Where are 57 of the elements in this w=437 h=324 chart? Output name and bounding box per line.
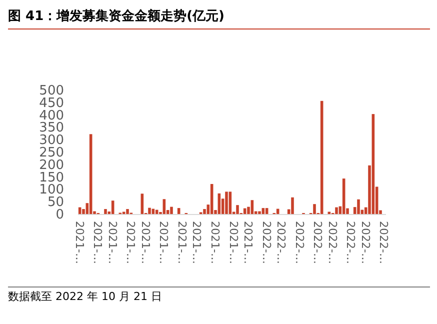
bar [250,200,254,214]
y-tick-label: 450 [39,96,64,111]
x-tick-label: 2021-… [124,221,138,264]
x-tick-label: 2021-… [91,221,104,264]
bar [313,204,316,214]
x-tick-label: 2022-… [292,221,306,264]
y-tick-label: 100 [39,182,64,198]
text: 数据截至 2022 年 10 月 21 日 [8,290,162,303]
bar [140,194,144,214]
bar [335,207,338,214]
x-tick-label: 2021-… [106,221,119,264]
x-tick-label: 2021-… [176,221,188,264]
bar [225,192,228,214]
bar [210,184,214,214]
x-tick-label: 2022-… [311,221,324,264]
bar [162,199,166,214]
bar [265,208,268,214]
bar [262,208,265,214]
y-tick-label: 350 [39,120,64,136]
bar [357,199,360,214]
bar [236,205,239,214]
y-tick-label: 150 [39,170,64,186]
y-tick-label: 50 [47,195,64,210]
bar [320,100,324,214]
y-tick-label: 0 [56,208,64,222]
x-tick-label: 2022-… [358,221,372,264]
bar [126,209,129,214]
y-tick-label: 200 [39,158,64,173]
bar [89,134,92,214]
x-tick-label: 2022-… [377,221,390,264]
x-tick-label: 2021-… [208,221,222,264]
y-tick-label: 300 [39,133,64,148]
bar [372,114,375,214]
bar [177,208,180,214]
x-tick-label: 2021-… [138,221,152,264]
bar [228,192,232,214]
bar [170,206,173,214]
x-tick-label: 2021-… [226,221,240,264]
bar [291,197,294,214]
y-tick-label: 400 [39,108,64,124]
x-tick-label: 2021-… [242,221,254,264]
bar [104,209,107,214]
y-tick-label: 250 [39,146,64,160]
y-tick-label: 500 [39,84,64,98]
bar [342,178,346,214]
x-tick-label: 2022-… [274,221,288,264]
x-tick-label: 2022-… [344,221,358,264]
x-tick-label: 2021-… [190,221,204,264]
x-tick-label: 2021-… [157,221,170,264]
bar [111,200,114,214]
bar [258,211,261,214]
x-tick-label: 2021-… [72,221,86,264]
x-tick-label: 2022-… [260,221,273,264]
bar [148,208,151,214]
bar [218,193,221,214]
chart-title: 图 41：增发募集资金金额走势(亿元) [8,8,224,24]
x-tick-label: 2022-… [326,221,339,264]
